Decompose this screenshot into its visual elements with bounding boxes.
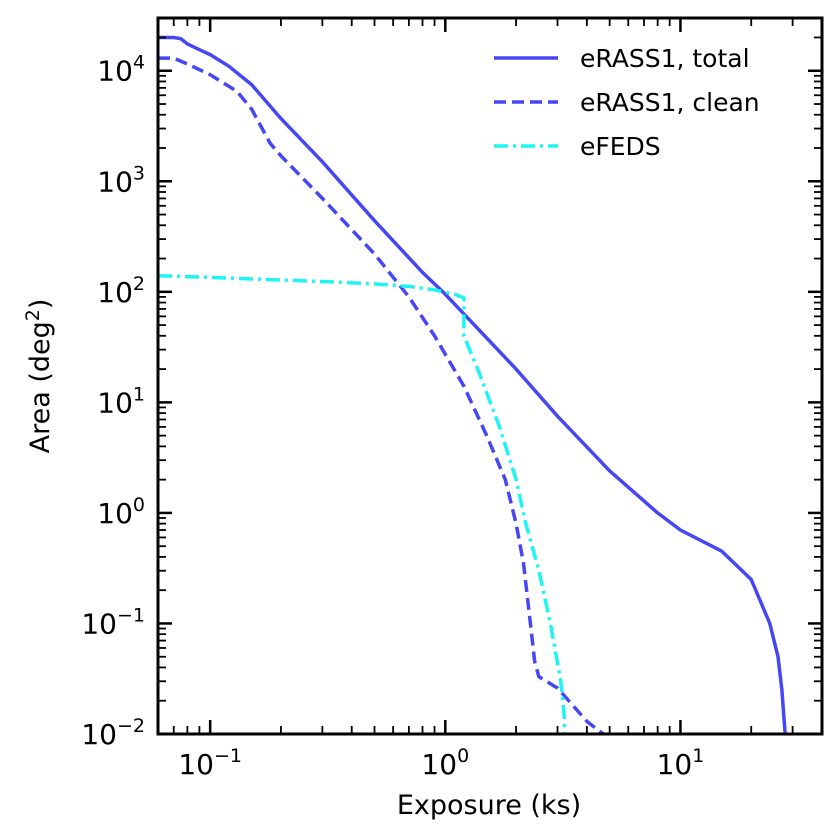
- plot-frame: [156, 16, 824, 736]
- y-tick-label-base: 10: [97, 55, 133, 88]
- y-axis-label-close: ): [25, 299, 56, 310]
- x-tick-label-exponent: 0: [457, 745, 469, 767]
- x-tick-label-base: 10: [421, 748, 457, 781]
- x-tick-label-2: 101: [657, 745, 705, 781]
- x-tick-label-base: 10: [178, 748, 214, 781]
- legend-label-erass1-clean: eRASS1, clean: [580, 88, 760, 117]
- y-tick-label-base: 10: [97, 276, 133, 309]
- y-tick-label-2: 100: [97, 494, 145, 530]
- y-tick-label-exponent: 1: [133, 383, 145, 405]
- x-tick-label-1: 100: [421, 745, 469, 781]
- plot-area-background: [158, 18, 822, 734]
- y-tick-label-exponent: −1: [117, 604, 145, 626]
- y-tick-label-6: 104: [97, 52, 145, 88]
- y-axis-label: Area (deg2): [22, 299, 56, 454]
- legend-label-efeds: eFEDS: [580, 132, 661, 161]
- x-tick-label-0: 10−1: [178, 745, 242, 781]
- x-tick-label-exponent: −1: [214, 745, 242, 767]
- y-tick-label-exponent: 3: [133, 162, 145, 184]
- y-tick-label-5: 103: [97, 162, 145, 198]
- y-tick-label-base: 10: [81, 607, 117, 640]
- y-tick-label-1: 10−1: [81, 604, 145, 640]
- x-tick-label-base: 10: [657, 748, 693, 781]
- y-tick-label-exponent: −2: [117, 715, 145, 737]
- x-axis-label: Exposure (ks): [397, 790, 581, 821]
- x-tick-label-exponent: 1: [692, 745, 704, 767]
- y-tick-label-3: 101: [97, 383, 145, 419]
- y-tick-label-exponent: 0: [133, 494, 145, 516]
- y-tick-label-0: 10−2: [81, 715, 145, 751]
- y-tick-label-base: 10: [81, 718, 117, 751]
- series-line-erass1-clean: [158, 56, 605, 734]
- y-tick-label-base: 10: [97, 386, 133, 419]
- y-axis-label-superscript: 2: [22, 309, 44, 321]
- series-layer: [158, 35, 787, 734]
- y-axis-label-main: Area (deg: [25, 321, 56, 453]
- y-tick-label-base: 10: [97, 165, 133, 198]
- legend: eRASS1, total eRASS1, clean eFEDS: [494, 44, 760, 161]
- legend-label-erass1-total: eRASS1, total: [580, 44, 750, 73]
- y-tick-label-4: 102: [97, 273, 145, 309]
- series-line-efeds: [158, 273, 567, 734]
- y-tick-label-exponent: 4: [133, 52, 145, 74]
- y-tick-label-exponent: 2: [133, 273, 145, 295]
- series-line-erass1-total: [158, 35, 787, 734]
- y-tick-label-base: 10: [97, 497, 133, 530]
